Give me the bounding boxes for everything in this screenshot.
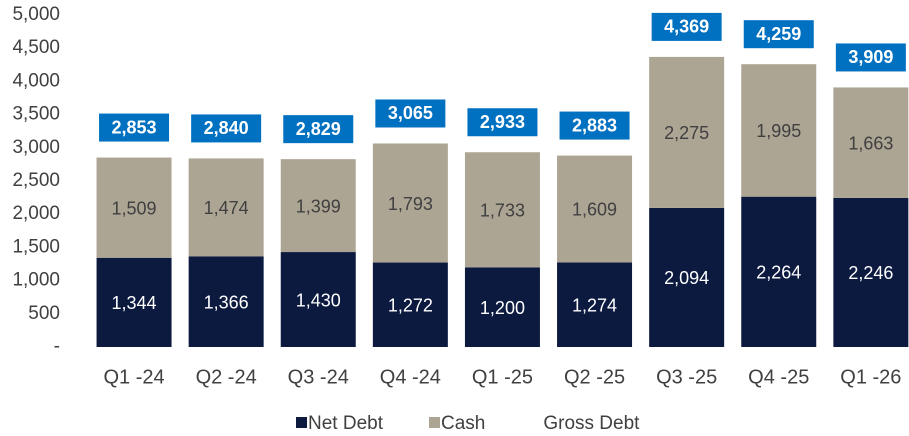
legend-swatch: [428, 417, 440, 428]
y-tick-label: -: [54, 336, 60, 357]
x-tick-label: Q1 -24: [103, 366, 164, 388]
x-tick-label: Q4 -24: [380, 366, 441, 388]
data-label: 1,272: [388, 296, 433, 316]
total-box: [743, 20, 814, 49]
bar-segment: [833, 87, 909, 198]
bar-segment: [464, 152, 540, 268]
total-label: 4,259: [756, 24, 801, 44]
bar-segment: [96, 257, 172, 347]
total-box: [99, 113, 170, 142]
data-label: 2,246: [848, 263, 893, 283]
x-tick-label: Q3 -24: [288, 366, 349, 388]
total-label: 2,840: [204, 118, 249, 138]
bar-segment: [741, 64, 817, 197]
y-tick-label: 500: [28, 303, 60, 324]
total-box: [191, 114, 262, 143]
total-label: 2,933: [480, 112, 525, 132]
bar-segment: [464, 267, 540, 347]
y-tick-label: 4,500: [12, 37, 60, 58]
legend-label: Net Debt: [308, 413, 384, 434]
y-tick-label: 1,000: [12, 270, 60, 291]
data-label: 2,275: [664, 123, 709, 143]
bar-segment: [280, 252, 356, 347]
total-label: 3,065: [388, 103, 433, 123]
x-tick-label: Q2 -25: [564, 366, 625, 388]
y-tick-label: 3,500: [12, 104, 60, 125]
x-tick-label: Q1 -26: [840, 366, 901, 388]
total-box: [375, 99, 446, 128]
data-label: 1,344: [112, 293, 157, 313]
total-label: 3,909: [848, 47, 893, 67]
y-tick-label: 3,000: [12, 137, 60, 158]
bar-segment: [188, 158, 264, 257]
total-label: 2,853: [112, 117, 157, 137]
data-label: 1,793: [388, 194, 433, 214]
total-box: [559, 111, 630, 140]
data-label: 1,663: [848, 133, 893, 153]
bar-segment: [372, 262, 448, 347]
bar-segment: [280, 159, 356, 253]
total-label: 2,883: [572, 115, 617, 135]
bar-segment: [649, 56, 725, 208]
data-label: 1,430: [296, 290, 341, 310]
x-tick-label: Q4 -25: [748, 366, 809, 388]
bar-segment: [96, 157, 172, 258]
x-tick-label: Q2 -24: [196, 366, 257, 388]
bar-segment: [372, 143, 448, 263]
legend-swatch: [296, 417, 307, 428]
total-box: [283, 115, 354, 144]
y-tick-label: 5,000: [12, 4, 60, 25]
data-label: 2,264: [756, 263, 801, 283]
total-label: 4,369: [664, 17, 709, 37]
bar-segment: [741, 196, 817, 347]
data-label: 1,609: [572, 200, 617, 220]
total-box: [651, 12, 722, 41]
y-tick-label: 2,500: [12, 170, 60, 191]
data-label: 1,366: [204, 292, 249, 312]
data-label: 1,200: [480, 298, 525, 318]
y-tick-label: 4,000: [12, 70, 60, 91]
x-tick-label: Q1 -25: [472, 366, 533, 388]
data-label: 1,399: [296, 196, 341, 216]
legend-label: Cash: [441, 413, 485, 434]
data-label: 1,509: [112, 198, 157, 218]
y-tick-label: 2,000: [12, 203, 60, 224]
data-label: 1,733: [480, 201, 525, 221]
bar-segment: [833, 197, 909, 347]
legend-label: Gross Debt: [543, 413, 640, 434]
data-label: 1,274: [572, 295, 617, 315]
bar-segment: [557, 155, 633, 263]
bar-segment: [188, 256, 264, 347]
bar-segment: [649, 207, 725, 347]
data-label: 1,995: [756, 121, 801, 141]
total-box: [835, 43, 906, 72]
y-tick-label: 1,500: [12, 236, 60, 257]
total-box: [467, 108, 538, 137]
total-label: 2,829: [296, 119, 341, 139]
x-tick-label: Q3 -25: [656, 366, 717, 388]
data-label: 2,094: [664, 268, 709, 288]
data-label: 1,474: [204, 198, 249, 218]
bar-segment: [557, 262, 633, 347]
